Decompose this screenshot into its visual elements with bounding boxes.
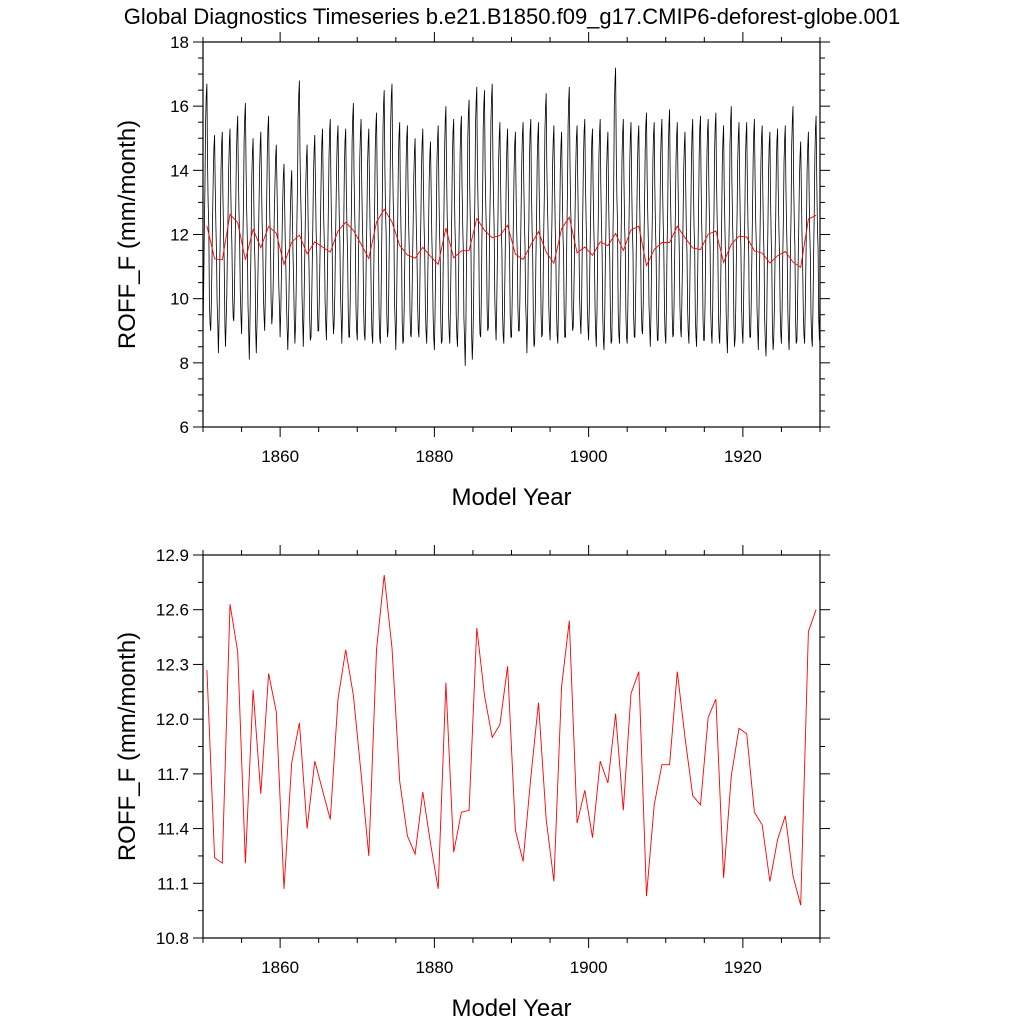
y-axis-label: ROFF_F (mm/month) [114,632,141,861]
x-axis-label: Model Year [451,484,571,511]
y-tick-label: 11.7 [157,765,189,784]
x-tick-label: 1900 [570,958,608,977]
y-tick-label: 14 [170,161,189,180]
x-tick-label: 1860 [261,958,299,977]
plot-frame [202,41,821,428]
y-tick-label: 11.1 [157,874,189,893]
y-tick-label: 18 [170,33,189,52]
plot-area [203,67,820,367]
y-tick-label: 16 [170,97,189,116]
y-tick-label: 10 [170,290,189,309]
x-axis-label: Model Year [451,995,571,1022]
y-tick-label: 12.9 [156,546,189,565]
y-tick-label: 8 [180,354,189,373]
monthly-series-line [203,67,820,367]
y-tick-label: 12 [170,226,189,245]
figure-title: Global Diagnostics Timeseries b.e21.B185… [124,4,901,29]
annual-mean-line [206,208,817,268]
y-tick-label: 12.0 [156,710,189,729]
x-tick-label: 1920 [724,447,762,466]
x-tick-label: 1880 [415,447,453,466]
y-tick-label: 10.8 [156,929,189,948]
y-tick-label: 12.6 [156,601,189,620]
y-axis-label: ROFF_F (mm/month) [114,120,141,349]
x-tick-label: 1920 [724,958,762,977]
y-tick-label: 6 [180,418,189,437]
y-tick-label: 11.4 [157,820,189,839]
top-panel: 1860 1880 1900 1920 6 8 10 12 14 16 18 Model Year RO… [114,32,830,511]
x-tick-label: 1880 [415,958,453,977]
y-tick-label: 12.3 [156,655,189,674]
x-tick-label: 1860 [261,447,299,466]
annual-mean-line [206,575,817,906]
x-tick-label: 1900 [570,447,608,466]
bottom-panel: 1860 1880 1900 1920 10.8 11.1 11.4 11.7 12.0 12.3… [114,545,830,1022]
plot-area [206,575,817,906]
